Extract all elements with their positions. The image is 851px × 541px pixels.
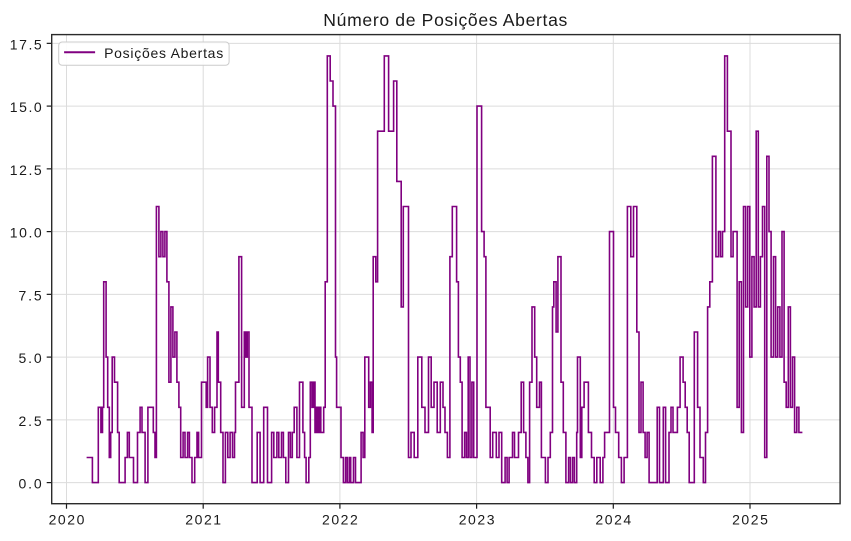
svg-text:2025: 2025 [732, 511, 768, 527]
svg-text:2020: 2020 [49, 511, 85, 527]
svg-text:Número de Posições Abertas: Número de Posições Abertas [323, 10, 567, 30]
svg-text:2023: 2023 [459, 511, 495, 527]
svg-text:15.0: 15.0 [10, 99, 42, 115]
svg-text:17.5: 17.5 [10, 36, 42, 52]
svg-text:12.5: 12.5 [10, 162, 42, 178]
svg-text:2024: 2024 [595, 511, 631, 527]
svg-text:2022: 2022 [322, 511, 358, 527]
svg-text:5.0: 5.0 [19, 350, 42, 366]
svg-text:10.0: 10.0 [10, 225, 42, 241]
svg-text:2021: 2021 [185, 511, 221, 527]
svg-text:Posições Abertas: Posições Abertas [104, 45, 223, 61]
svg-text:2.5: 2.5 [19, 413, 42, 429]
svg-text:0.0: 0.0 [19, 476, 42, 492]
svg-text:7.5: 7.5 [19, 287, 42, 303]
